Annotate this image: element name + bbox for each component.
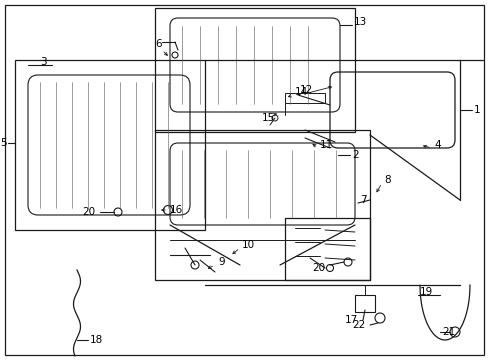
Text: 4: 4 <box>433 140 440 150</box>
Text: 21: 21 <box>441 327 454 337</box>
Text: 12: 12 <box>299 85 313 95</box>
Text: 1: 1 <box>473 105 480 115</box>
Bar <box>155 8 354 132</box>
Text: 2: 2 <box>351 150 358 160</box>
Text: 9: 9 <box>218 257 224 267</box>
Text: 17: 17 <box>345 315 358 325</box>
Text: 20: 20 <box>82 207 95 217</box>
Text: 8: 8 <box>383 175 390 185</box>
Text: 19: 19 <box>419 287 432 297</box>
Text: 3: 3 <box>40 57 46 67</box>
Text: 6: 6 <box>155 39 162 49</box>
Text: 20: 20 <box>311 263 325 273</box>
Text: 18: 18 <box>90 335 103 345</box>
Text: 22: 22 <box>351 320 365 330</box>
Text: 7: 7 <box>359 195 366 205</box>
Text: 5: 5 <box>0 138 7 148</box>
Bar <box>285 93 325 103</box>
Text: 14: 14 <box>294 87 307 97</box>
Text: 15: 15 <box>262 113 275 123</box>
Bar <box>15 60 204 230</box>
Bar <box>285 218 369 280</box>
Text: 11: 11 <box>319 140 332 150</box>
Text: 10: 10 <box>242 240 255 250</box>
Text: 16: 16 <box>170 205 183 215</box>
Bar <box>155 130 369 280</box>
Text: 13: 13 <box>353 17 366 27</box>
